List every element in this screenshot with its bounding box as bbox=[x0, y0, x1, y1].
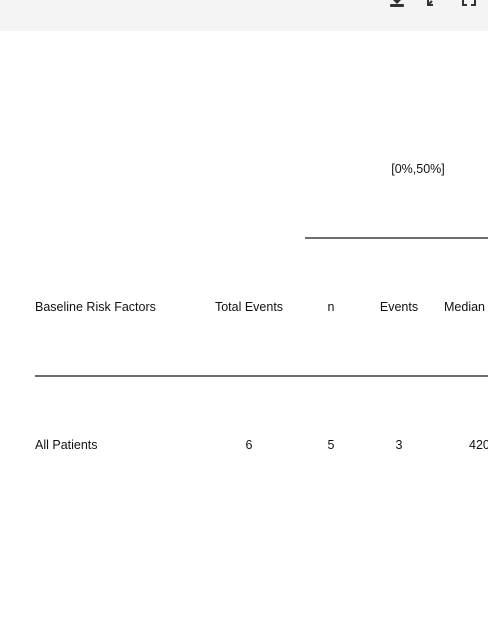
column-header-events: Events bbox=[379, 300, 419, 314]
column-header-total-events: Total Events bbox=[214, 300, 284, 314]
toolbar bbox=[0, 0, 488, 31]
median-value: 420 bbox=[469, 438, 488, 452]
column-header-risk-factor: Baseline Risk Factors bbox=[35, 300, 156, 314]
n-value: 5 bbox=[327, 438, 335, 452]
events-value: 3 bbox=[395, 438, 403, 452]
collapse-icon[interactable] bbox=[423, 0, 439, 8]
column-header-n: n bbox=[327, 300, 335, 314]
spanner-rule bbox=[305, 237, 488, 239]
summary-table: [0%,50%] Baseline Risk Factors Total Eve… bbox=[0, 31, 488, 630]
expand-icon[interactable] bbox=[461, 0, 477, 8]
row-label: All Patients bbox=[35, 438, 98, 452]
column-header-median: Median ( bbox=[444, 300, 488, 314]
header-rule bbox=[35, 375, 488, 377]
total-events-value: 6 bbox=[245, 438, 253, 452]
spanner-header: [0%,50%] bbox=[391, 162, 445, 176]
download-icon[interactable] bbox=[389, 0, 405, 8]
